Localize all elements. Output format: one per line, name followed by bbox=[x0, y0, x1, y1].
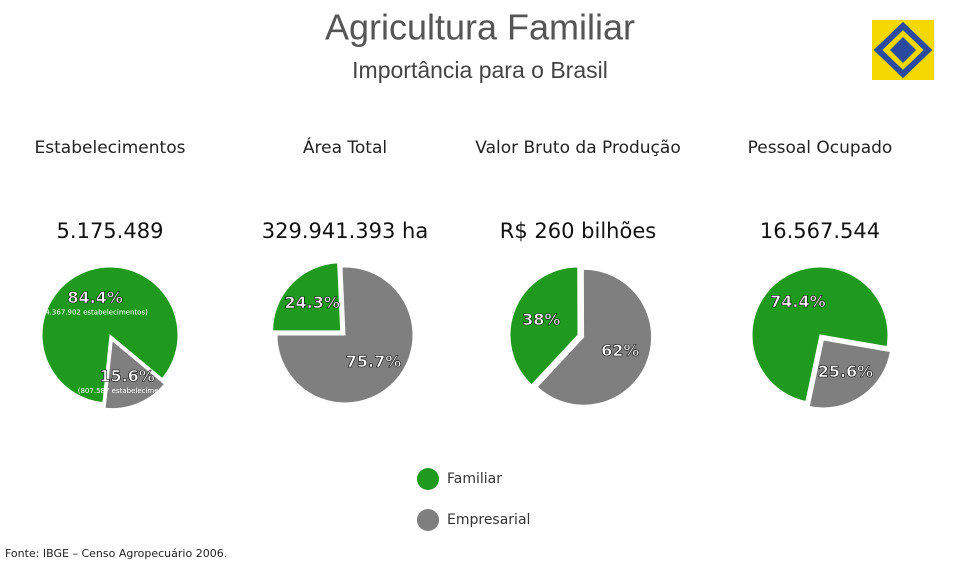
value-label: 25.6% bbox=[818, 362, 874, 381]
value-label: 38% bbox=[522, 310, 560, 329]
annotation: (4.367.902 estabelecimentos) bbox=[43, 308, 149, 316]
value-label: 75.7% bbox=[346, 352, 402, 371]
pie-slice bbox=[808, 339, 891, 409]
logo-mark bbox=[873, 21, 933, 79]
pie-title: Estabelecimentos bbox=[35, 138, 186, 158]
value-label: 84.4% bbox=[67, 288, 123, 307]
pie-slice bbox=[41, 266, 179, 404]
pie-slice bbox=[751, 266, 889, 403]
pie-total: 16.567.544 bbox=[760, 219, 880, 243]
pie-slice bbox=[536, 268, 653, 406]
pie-slice bbox=[104, 339, 166, 410]
pie-slice bbox=[509, 266, 579, 386]
legend-label: Familiar bbox=[447, 471, 502, 487]
logo bbox=[872, 20, 934, 80]
value-label: 74.4% bbox=[770, 292, 826, 311]
pie-slice bbox=[276, 266, 414, 404]
subtitle: Importância para o Brasil bbox=[352, 57, 608, 83]
value-label: 24.3% bbox=[284, 293, 340, 312]
pie-title: Valor Bruto da Produção bbox=[475, 138, 680, 158]
source: Fonte: IBGE – Censo Agropecuário 2006. bbox=[5, 547, 227, 560]
legend-swatch bbox=[417, 509, 439, 531]
pie-total: 5.175.489 bbox=[57, 219, 164, 243]
pie-title: Pessoal Ocupado bbox=[748, 138, 893, 158]
legend-label: Empresarial bbox=[447, 512, 530, 528]
value-label: 62% bbox=[601, 341, 639, 360]
value-label: 15.6% bbox=[99, 367, 155, 386]
title: Agricultura Familiar bbox=[325, 7, 635, 48]
logo-core bbox=[890, 37, 916, 63]
annotation: (807.587 estabelecimentos) bbox=[78, 387, 177, 395]
pie-total: 329.941.393 ha bbox=[262, 219, 428, 243]
pie-title: Área Total bbox=[303, 136, 387, 158]
pie-total: R$ 260 bilhões bbox=[500, 219, 656, 243]
legend-swatch bbox=[417, 468, 439, 490]
pie-slice bbox=[272, 262, 342, 332]
